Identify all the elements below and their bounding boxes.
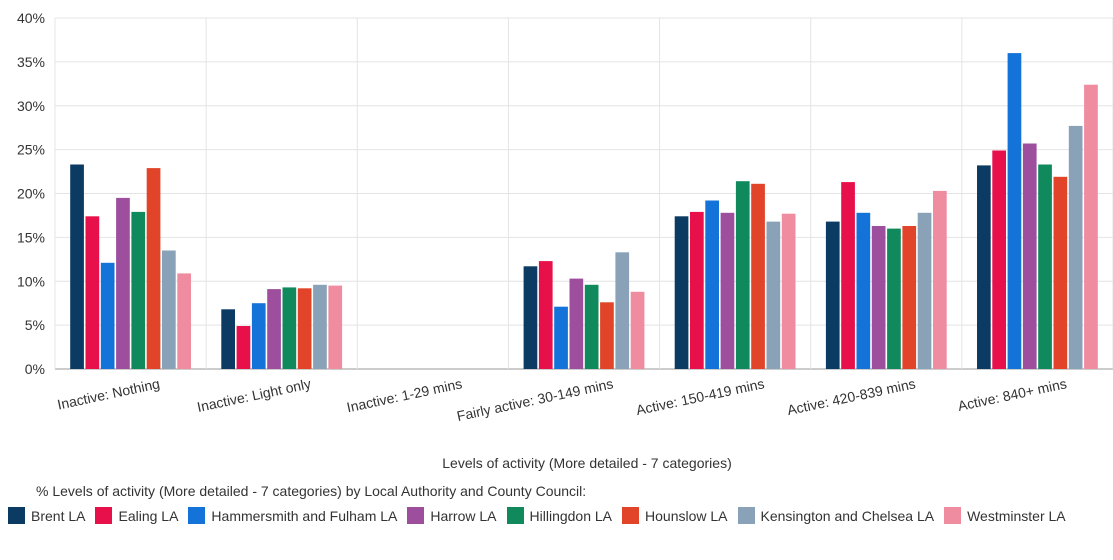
y-tick-label: 10%	[17, 273, 45, 289]
y-tick-label: 30%	[17, 98, 45, 114]
bar[interactable]: Hillingdon LA — Active: 840+ mins: 23.3%	[1038, 164, 1052, 370]
bar[interactable]: Harrow LA — Active: 840+ mins: 25.7%	[1022, 143, 1037, 370]
legend-item[interactable]: Hounslow LA	[622, 507, 728, 524]
gridlines	[54, 17, 1113, 370]
legend-swatch	[944, 507, 962, 524]
y-tick-label: 15%	[17, 229, 45, 245]
bar[interactable]: Hammersmith and Fulham LA — Active: 420-…	[856, 212, 871, 369]
bar[interactable]: Hillingdon LA — Inactive: Light only: 9.…	[282, 287, 297, 369]
y-tick-label: 20%	[17, 186, 45, 202]
x-tick-label: Fairly active: 30-149 mins	[455, 375, 614, 424]
bar[interactable]: Kensington and Chelsea LA — Active: 420-…	[917, 212, 932, 369]
legend-swatch	[506, 507, 524, 524]
legend-label: Westminster LA	[967, 507, 1066, 524]
legend-item[interactable]: Hillingdon LA	[506, 507, 613, 524]
legend-label: Hillingdon LA	[529, 507, 613, 524]
bar[interactable]: Hillingdon LA — Inactive: Nothing: 17.9%	[131, 211, 146, 369]
bar[interactable]: Westminster LA — Inactive: Nothing: 10.9…	[177, 273, 191, 369]
bar[interactable]: Brent LA — Active: 150-419 mins: 17.4%	[674, 216, 689, 369]
bar[interactable]: Ealing LA — Fairly active: 30-149 mins: …	[538, 261, 553, 369]
legend-swatch	[8, 507, 25, 524]
y-axis-ticks: 0% 5% 10% 15% 20% 25% 30% 35% 40%	[17, 10, 45, 377]
legend-item[interactable]: Westminster LA	[944, 507, 1066, 524]
bar[interactable]: Harrow LA — Fairly active: 30-149 mins: …	[569, 278, 584, 369]
y-tick-label: 0%	[25, 361, 45, 377]
bar[interactable]: Hounslow LA — Inactive: Nothing: 22.9%	[146, 168, 161, 369]
legend-item[interactable]: Hammersmith and Fulham LA	[188, 507, 397, 524]
legend-label: Hounslow LA	[645, 507, 728, 524]
legend-swatch	[188, 507, 206, 524]
bar[interactable]: Kensington and Chelsea LA — Inactive: No…	[162, 250, 176, 370]
bar[interactable]: Westminster LA — Active: 420-839 mins: 2…	[933, 190, 947, 369]
legend-label: Harrow LA	[430, 507, 497, 524]
bar[interactable]: Harrow LA — Active: 150-419 mins: 17.8%	[720, 212, 735, 369]
bar[interactable]: Hillingdon LA — Fairly active: 30-149 mi…	[584, 284, 599, 369]
bar[interactable]: Hammersmith and Fulham LA — Fairly activ…	[554, 306, 568, 369]
bar[interactable]: Hounslow LA — Active: 420-839 mins: 16.3…	[902, 226, 917, 369]
legend-item[interactable]: Brent LA	[8, 507, 85, 524]
bar[interactable]: Harrow LA — Inactive: Nothing: 19.5%	[116, 197, 130, 369]
legend-item[interactable]: Kensington and Chelsea LA	[737, 507, 935, 524]
bar[interactable]: Ealing LA — Active: 840+ mins: 24.9%	[992, 150, 1006, 370]
bar[interactable]: Hammersmith and Fulham LA — Active: 840+…	[1007, 53, 1022, 369]
bar[interactable]: Brent LA — Fairly active: 30-149 mins: 1…	[523, 266, 538, 369]
bar[interactable]: Ealing LA — Active: 150-419 mins: 17.9%	[690, 211, 704, 369]
x-tick-label: Active: 840+ mins	[956, 375, 1068, 414]
x-axis-ticks: Inactive: Nothing Inactive: Light only Ina…	[56, 375, 1068, 424]
bar[interactable]: Harrow LA — Inactive: Light only: 9.1%	[267, 289, 281, 369]
bar[interactable]: Hounslow LA — Active: 840+ mins: 21.9%	[1053, 176, 1068, 369]
bar[interactable]: Brent LA — Active: 840+ mins: 23.2%	[977, 165, 991, 369]
x-tick-label: Inactive: 1-29 mins	[345, 375, 463, 415]
bar[interactable]: Westminster LA — Active: 150-419 mins: 1…	[781, 213, 796, 369]
legend: % Levels of activity (More detailed - 7 …	[8, 483, 1108, 524]
legend-label: Brent LA	[31, 507, 86, 524]
bar[interactable]: Westminster LA — Inactive: Light only: 9…	[328, 285, 343, 369]
bar[interactable]: Kensington and Chelsea LA — Fairly activ…	[615, 252, 630, 369]
bar[interactable]: Westminster LA — Active: 840+ mins: 32.4…	[1084, 84, 1098, 369]
x-axis-title: Levels of activity (More detailed - 7 ca…	[442, 455, 731, 471]
bar-chart: 0% 5% 10% 15% 20% 25% 30% 35% 40% Brent LA — Ina…	[17, 10, 1113, 471]
bar[interactable]: Hammersmith and Fulham LA — Inactive: Li…	[251, 303, 266, 369]
x-tick-label: Inactive: Light only	[196, 375, 313, 415]
bar[interactable]: Ealing LA — Active: 420-839 mins: 21.3%	[841, 182, 855, 369]
legend-label: Hammersmith and Fulham LA	[211, 507, 398, 524]
x-tick-label: Active: 150-419 mins	[635, 375, 766, 418]
legend-label: Ealing LA	[118, 507, 179, 524]
bar[interactable]: Brent LA — Inactive: Light only: 6.8%	[221, 309, 235, 369]
bar[interactable]: Westminster LA — Fairly active: 30-149 m…	[630, 291, 645, 369]
bar[interactable]: Brent LA — Inactive: Nothing: 23.3%	[70, 164, 84, 370]
legend-title: % Levels of activity (More detailed - 7 …	[36, 483, 587, 499]
legend-items: Brent LA Ealing LA Hammersmith and Fulham …	[8, 507, 1108, 524]
legend-label: Kensington and Chelsea LA	[760, 507, 935, 524]
legend-item[interactable]: Harrow LA	[407, 507, 497, 524]
bar[interactable]: Hillingdon LA — Active: 420-839 mins: 16…	[887, 228, 901, 369]
x-tick-label: Active: 420-839 mins	[786, 375, 917, 418]
y-tick-label: 25%	[17, 142, 45, 158]
bar[interactable]: Hounslow LA — Inactive: Light only: 9.2%	[297, 288, 312, 369]
x-tick-label: Inactive: Nothing	[56, 375, 161, 412]
y-tick-label: 5%	[25, 317, 45, 333]
legend-swatch	[622, 507, 640, 524]
bars: Brent LA — Inactive: Nothing: 23.3%Ealin…	[70, 53, 1098, 370]
bar[interactable]: Hillingdon LA — Active: 150-419 mins: 21…	[735, 181, 750, 369]
bar[interactable]: Kensington and Chelsea LA — Inactive: Li…	[313, 284, 327, 369]
legend-item[interactable]: Ealing LA	[95, 507, 178, 524]
bar[interactable]: Kensington and Chelsea LA — Active: 840+…	[1068, 125, 1083, 370]
bar[interactable]: Harrow LA — Active: 420-839 mins: 16.3%	[871, 226, 886, 369]
bar[interactable]: Ealing LA — Inactive: Nothing: 17.4%	[85, 216, 100, 369]
bar[interactable]: Brent LA — Active: 420-839 mins: 16.8%	[825, 221, 840, 369]
y-tick-label: 35%	[17, 54, 45, 70]
bar[interactable]: Hammersmith and Fulham LA — Active: 150-…	[705, 200, 719, 370]
bar[interactable]: Kensington and Chelsea LA — Active: 150-…	[766, 221, 781, 369]
legend-swatch	[737, 507, 755, 524]
legend-swatch	[407, 507, 425, 524]
bar[interactable]: Hounslow LA — Fairly active: 30-149 mins…	[600, 302, 614, 369]
bar[interactable]: Hounslow LA — Active: 150-419 mins: 21.1…	[751, 183, 765, 369]
bar[interactable]: Hammersmith and Fulham LA — Inactive: No…	[100, 262, 115, 369]
legend-swatch	[95, 507, 113, 524]
y-tick-label: 40%	[17, 10, 45, 26]
bar[interactable]: Ealing LA — Inactive: Light only: 4.9%	[236, 326, 251, 369]
